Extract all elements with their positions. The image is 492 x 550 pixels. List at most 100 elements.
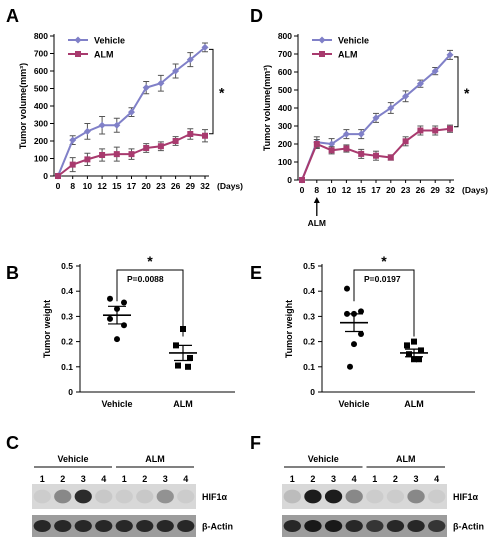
data-point (113, 121, 121, 129)
x-tick-label: 8 (70, 181, 75, 191)
lane-label: 2 (60, 474, 65, 484)
significance-star: * (219, 85, 225, 101)
legend-label: ALM (94, 50, 114, 60)
data-point (358, 150, 365, 157)
data-point (107, 315, 113, 322)
p-value-label: P=0.0088 (127, 274, 164, 284)
blot-group-label: ALM (396, 454, 416, 464)
legend-label: Vehicle (94, 36, 125, 46)
data-point (411, 356, 417, 363)
legend-marker (75, 51, 81, 57)
arrow-head (313, 197, 320, 203)
data-point (411, 338, 417, 345)
data-point (98, 121, 106, 129)
x-tick-label: 32 (200, 181, 210, 191)
category-label: Vehicle (101, 399, 132, 409)
data-point (187, 354, 193, 361)
lane-label: 3 (163, 474, 168, 484)
blot-group-label: ALM (145, 454, 165, 464)
legend-label: Vehicle (338, 36, 369, 46)
blot-row-label: β-Actin (453, 522, 484, 532)
data-point (328, 140, 336, 148)
data-point (351, 341, 357, 348)
y-tick-label: 0.1 (303, 362, 315, 372)
data-point (299, 177, 305, 183)
data-point (342, 130, 350, 138)
panel-letter-f: F (250, 433, 261, 453)
blot-band (177, 519, 195, 533)
x-tick-label: 20 (141, 181, 151, 191)
y-tick-label: 300 (34, 119, 48, 129)
data-point (157, 143, 164, 150)
x-tick-label: 0 (300, 185, 305, 195)
x-tick-label: 10 (83, 181, 93, 191)
series-vehicle (54, 42, 209, 180)
data-point (157, 79, 165, 87)
data-point (128, 151, 135, 158)
x-tick-label: 20 (386, 185, 396, 195)
blot-band (428, 489, 446, 504)
category-label: Vehicle (338, 399, 369, 409)
chart-e-tumor-weight: 0 0.1 0.2 0.3 0.4 0.5 Tumor weight Vehicle ALM * P… (284, 253, 475, 409)
blot-band (283, 519, 301, 533)
data-point (404, 342, 410, 349)
x-tick-label: 23 (401, 185, 411, 195)
data-point (113, 151, 120, 158)
chart-b-tumor-weight: 0 0.1 0.2 0.3 0.4 0.5 Tumor weight Vehicle ALM * P… (42, 253, 235, 409)
data-point (201, 43, 209, 51)
significance-bracket (209, 48, 214, 135)
legend-marker (318, 36, 326, 44)
p-value-bracket (353, 269, 415, 337)
y-tick-label: 0.5 (61, 261, 73, 271)
x-tick-label: 26 (171, 181, 181, 191)
blot-row-label: β-Actin (202, 522, 233, 532)
significance-star: * (381, 253, 387, 269)
blot-row-label: HIF1α (202, 492, 228, 502)
data-point (447, 125, 453, 132)
blot-band (428, 519, 446, 533)
data-point (328, 147, 335, 154)
data-point (202, 132, 208, 139)
blot-band (304, 519, 322, 533)
data-point (175, 362, 181, 369)
panel-letter-b: B (6, 263, 19, 283)
data-point (121, 299, 127, 306)
lane-label: 3 (331, 474, 336, 484)
blot-band (115, 519, 133, 533)
lane-label: 4 (183, 474, 188, 484)
y-tick-label: 0.1 (61, 362, 73, 372)
x-tick-label: 15 (356, 185, 366, 195)
data-point (387, 154, 394, 161)
blot-band (136, 489, 154, 504)
y-tick-label: 700 (278, 49, 292, 59)
y-tick-label: 0.5 (303, 261, 315, 271)
blot-row (32, 484, 196, 509)
x-tick-label: 8 (314, 185, 319, 195)
series-vehicle (298, 49, 454, 184)
y-tick-label: 500 (278, 85, 292, 95)
lane-label: 4 (352, 474, 357, 484)
x-tick-label: 12 (97, 181, 107, 191)
data-point (432, 127, 439, 134)
group-alm (400, 338, 428, 363)
category-label: ALM (173, 399, 193, 409)
y-tick-label: 400 (278, 103, 292, 113)
blot-band (324, 489, 343, 504)
blot-band (177, 489, 195, 504)
data-point (121, 322, 127, 329)
data-point (107, 295, 113, 302)
x-tick-label: 26 (416, 185, 426, 195)
data-point (358, 331, 364, 338)
blot-band (95, 489, 113, 504)
significance-star: * (464, 85, 470, 101)
panel-letter-c: C (6, 433, 19, 453)
y-tick-label: 100 (34, 154, 48, 164)
data-point (172, 67, 180, 75)
blot-band (136, 519, 154, 533)
data-point (143, 145, 150, 151)
lane-label: 1 (372, 474, 377, 484)
lane-label: 2 (310, 474, 315, 484)
data-point (406, 351, 412, 358)
lane-label: 3 (414, 474, 419, 484)
